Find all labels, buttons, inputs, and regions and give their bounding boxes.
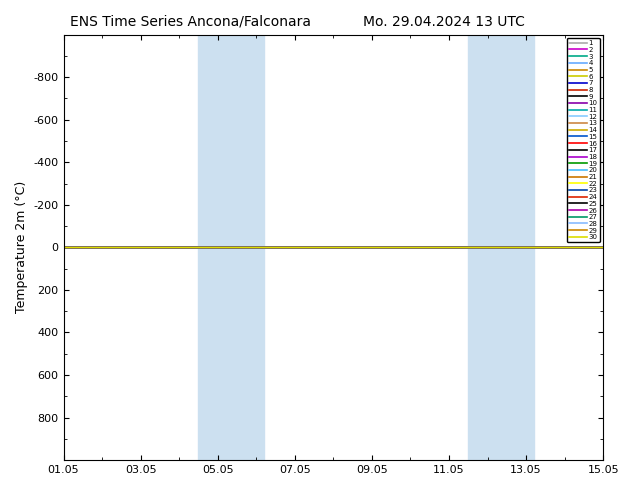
Text: ENS Time Series Ancona/Falconara: ENS Time Series Ancona/Falconara (70, 15, 311, 29)
Bar (198, 35, 264, 460)
Bar (469, 35, 534, 460)
Text: Mo. 29.04.2024 13 UTC: Mo. 29.04.2024 13 UTC (363, 15, 525, 29)
Legend: 1, 2, 3, 4, 5, 6, 7, 8, 9, 10, 11, 12, 13, 14, 15, 16, 17, 18, 19, 20, 21, 22, 2: 1, 2, 3, 4, 5, 6, 7, 8, 9, 10, 11, 12, 1… (567, 38, 600, 243)
Y-axis label: Temperature 2m (°C): Temperature 2m (°C) (15, 181, 28, 314)
